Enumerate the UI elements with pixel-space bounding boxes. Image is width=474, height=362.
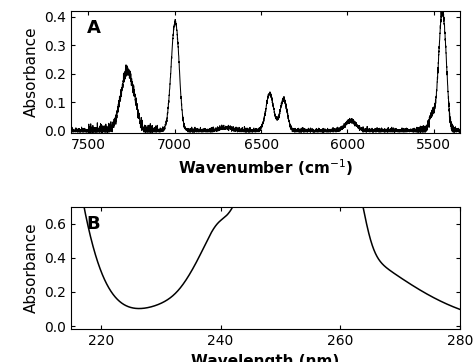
Text: B: B <box>87 215 100 233</box>
Text: A: A <box>87 20 100 37</box>
Y-axis label: Absorbance: Absorbance <box>24 223 39 313</box>
X-axis label: Wavelength (nm): Wavelength (nm) <box>191 354 339 362</box>
X-axis label: Wavenumber (cm$^{-1}$): Wavenumber (cm$^{-1}$) <box>178 158 353 178</box>
Y-axis label: Absorbance: Absorbance <box>24 27 39 117</box>
